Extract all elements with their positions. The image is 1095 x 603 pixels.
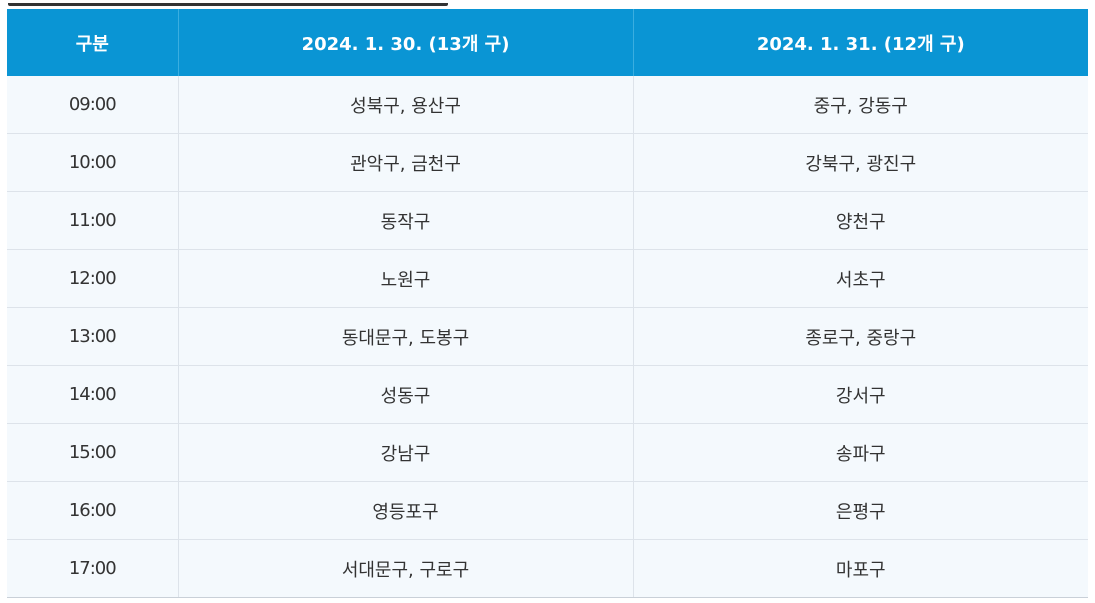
cropped-heading — [0, 0, 470, 6]
header-category: 구분 — [7, 9, 178, 76]
time-cell: 17:00 — [7, 539, 178, 598]
time-cell: 11:00 — [7, 191, 178, 250]
header-date-jan-31: 2024. 1. 31. (12개 구) — [632, 9, 1088, 76]
table-row: 17:00 서대문구, 구로구 마포구 — [7, 539, 1088, 598]
time-cell: 15:00 — [7, 423, 178, 482]
day2-districts-cell: 강서구 — [632, 365, 1088, 424]
table-row: 10:00 관악구, 금천구 강북구, 광진구 — [7, 133, 1088, 192]
table-row: 15:00 강남구 송파구 — [7, 423, 1088, 482]
time-cell: 12:00 — [7, 249, 178, 308]
day1-districts-cell: 성동구 — [177, 365, 633, 424]
time-cell: 13:00 — [7, 307, 178, 366]
table-header-row: 구분 2024. 1. 30. (13개 구) 2024. 1. 31. (12… — [7, 9, 1088, 76]
day2-districts-cell: 종로구, 중랑구 — [632, 307, 1088, 366]
header-date-jan-30: 2024. 1. 30. (13개 구) — [177, 9, 633, 76]
day2-districts-cell: 은평구 — [632, 481, 1088, 540]
day2-districts-cell: 송파구 — [632, 423, 1088, 482]
day1-districts-cell: 관악구, 금천구 — [177, 133, 633, 192]
day2-districts-cell: 강북구, 광진구 — [632, 133, 1088, 192]
table-row: 14:00 성동구 강서구 — [7, 365, 1088, 424]
table-row: 13:00 동대문구, 도봉구 종로구, 중랑구 — [7, 307, 1088, 366]
schedule-table: 구분 2024. 1. 30. (13개 구) 2024. 1. 31. (12… — [7, 9, 1088, 598]
day1-districts-cell: 강남구 — [177, 423, 633, 482]
table-row: 16:00 영등포구 은평구 — [7, 481, 1088, 540]
day2-districts-cell: 마포구 — [632, 539, 1088, 598]
day1-districts-cell: 동대문구, 도봉구 — [177, 307, 633, 366]
time-cell: 16:00 — [7, 481, 178, 540]
table-row: 09:00 성북구, 용산구 중구, 강동구 — [7, 76, 1088, 134]
day2-districts-cell: 중구, 강동구 — [632, 76, 1088, 134]
time-cell: 14:00 — [7, 365, 178, 424]
day2-districts-cell: 양천구 — [632, 191, 1088, 250]
time-cell: 09:00 — [7, 76, 178, 134]
day1-districts-cell: 성북구, 용산구 — [177, 76, 633, 134]
table-row: 11:00 동작구 양천구 — [7, 191, 1088, 250]
day1-districts-cell: 동작구 — [177, 191, 633, 250]
table-row: 12:00 노원구 서초구 — [7, 249, 1088, 308]
day1-districts-cell: 영등포구 — [177, 481, 633, 540]
day2-districts-cell: 서초구 — [632, 249, 1088, 308]
time-cell: 10:00 — [7, 133, 178, 192]
day1-districts-cell: 서대문구, 구로구 — [177, 539, 633, 598]
day1-districts-cell: 노원구 — [177, 249, 633, 308]
